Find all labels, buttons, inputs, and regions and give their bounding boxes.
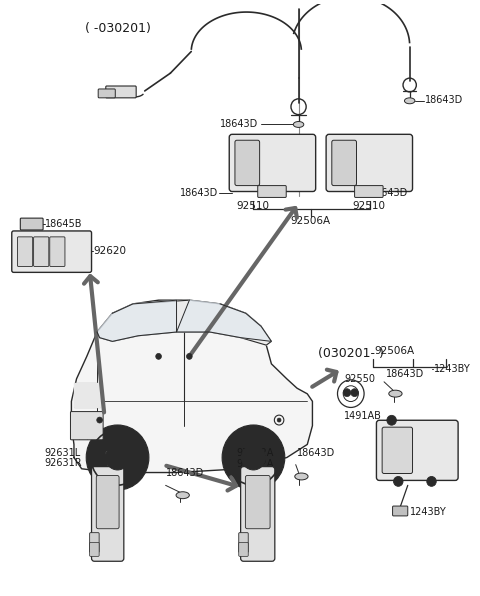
Text: 92631L: 92631L — [44, 448, 80, 458]
Circle shape — [394, 476, 403, 486]
FancyBboxPatch shape — [96, 476, 119, 529]
Circle shape — [106, 445, 130, 470]
FancyBboxPatch shape — [355, 185, 383, 197]
FancyBboxPatch shape — [235, 140, 260, 185]
Text: 92510: 92510 — [237, 201, 269, 212]
Circle shape — [187, 353, 192, 359]
Circle shape — [156, 353, 161, 359]
Circle shape — [222, 425, 285, 490]
Text: 18643D: 18643D — [180, 188, 218, 198]
Circle shape — [241, 445, 265, 470]
Text: 1491AB: 1491AB — [344, 411, 382, 421]
Circle shape — [86, 425, 149, 490]
FancyBboxPatch shape — [17, 237, 33, 266]
Circle shape — [97, 417, 102, 423]
Text: 18643D: 18643D — [425, 95, 463, 105]
Ellipse shape — [405, 98, 415, 104]
FancyBboxPatch shape — [71, 412, 103, 440]
Text: 92506A: 92506A — [374, 346, 415, 356]
FancyBboxPatch shape — [98, 89, 115, 98]
Text: 18645B: 18645B — [45, 219, 83, 229]
FancyBboxPatch shape — [376, 420, 458, 480]
FancyBboxPatch shape — [92, 467, 124, 561]
Circle shape — [277, 418, 281, 422]
Circle shape — [427, 476, 436, 486]
Ellipse shape — [295, 473, 308, 480]
Text: ( -030201): ( -030201) — [85, 22, 151, 35]
FancyBboxPatch shape — [326, 134, 412, 191]
Ellipse shape — [389, 390, 402, 397]
FancyBboxPatch shape — [90, 542, 99, 556]
Text: 92631R: 92631R — [44, 458, 82, 468]
Polygon shape — [74, 383, 100, 407]
Text: 92550: 92550 — [344, 374, 375, 384]
Text: 18643D: 18643D — [297, 448, 335, 458]
Circle shape — [387, 415, 396, 425]
FancyBboxPatch shape — [20, 218, 43, 230]
FancyBboxPatch shape — [12, 231, 92, 272]
Polygon shape — [72, 300, 312, 473]
FancyBboxPatch shape — [90, 533, 99, 552]
FancyBboxPatch shape — [239, 542, 248, 556]
Ellipse shape — [176, 492, 189, 499]
Text: 18643D: 18643D — [219, 119, 258, 129]
FancyBboxPatch shape — [258, 185, 286, 197]
FancyBboxPatch shape — [106, 86, 136, 98]
FancyBboxPatch shape — [50, 237, 65, 266]
FancyBboxPatch shape — [393, 506, 408, 516]
Circle shape — [343, 389, 351, 396]
Text: 93642A: 93642A — [237, 459, 274, 468]
Text: 18643D: 18643D — [166, 467, 204, 477]
FancyBboxPatch shape — [245, 476, 270, 529]
Text: 1243BY: 1243BY — [409, 507, 446, 517]
Circle shape — [351, 389, 359, 396]
FancyBboxPatch shape — [382, 427, 412, 473]
Text: (030201- ): (030201- ) — [318, 347, 384, 361]
FancyBboxPatch shape — [229, 134, 316, 191]
Text: 1243BY: 1243BY — [434, 364, 471, 374]
FancyBboxPatch shape — [239, 533, 248, 552]
Text: 92620: 92620 — [94, 246, 126, 256]
Ellipse shape — [293, 122, 304, 128]
Polygon shape — [97, 300, 177, 342]
Text: 92506A: 92506A — [291, 216, 331, 226]
Text: 18643D: 18643D — [386, 369, 424, 379]
Polygon shape — [97, 300, 271, 345]
FancyBboxPatch shape — [34, 237, 49, 266]
Text: 18643D: 18643D — [370, 188, 408, 198]
Text: 93632A: 93632A — [237, 448, 274, 458]
Text: 92510: 92510 — [352, 201, 385, 212]
Polygon shape — [177, 300, 271, 342]
FancyBboxPatch shape — [240, 467, 275, 561]
FancyBboxPatch shape — [332, 140, 357, 185]
